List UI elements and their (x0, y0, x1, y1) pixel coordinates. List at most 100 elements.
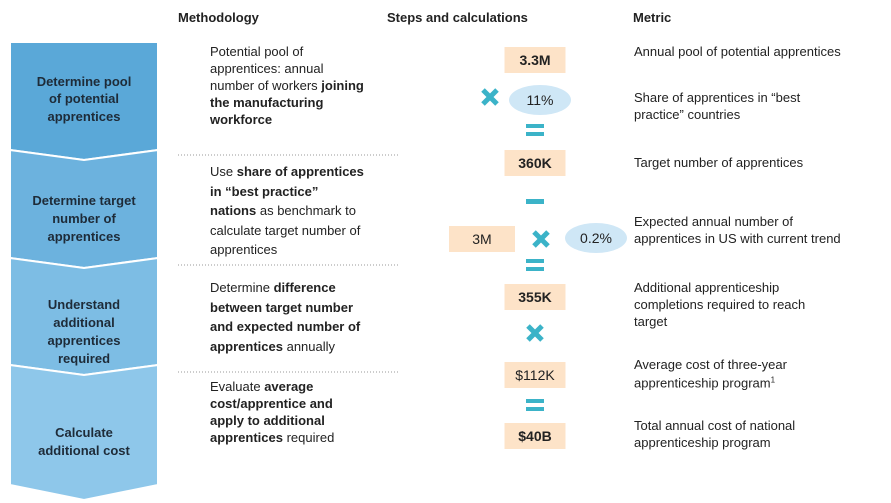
calc-value: 11% (526, 92, 554, 108)
times (526, 324, 544, 342)
step-label: additional (53, 315, 115, 330)
metric-text: apprenticeship program (634, 435, 771, 450)
methodology-text: nations (210, 203, 257, 218)
value-box (504, 150, 566, 176)
column-header: Metric (633, 10, 672, 25)
step-label: additional cost (38, 443, 130, 458)
methodology-text: Use (210, 164, 237, 179)
column-header: Steps and calculations (387, 10, 528, 25)
methodology-line: Evaluate average (210, 379, 313, 395)
metric-text: apprenticeship program1 (634, 375, 776, 391)
metric-text: target (634, 314, 668, 329)
equals (526, 259, 544, 271)
methodology-text: Potential pool of (210, 44, 304, 59)
value-box (504, 47, 566, 73)
methodology-line: in “best practice” (210, 184, 318, 200)
equals (526, 399, 544, 411)
methodology-text: as benchmark to (256, 203, 356, 218)
methodology-text: apprentices (210, 430, 283, 445)
step-label: Determine target (32, 193, 136, 208)
methodology-text: apprentices (210, 338, 283, 354)
value-box (504, 284, 566, 310)
step-label: apprentices (47, 229, 121, 244)
methodology-text: number of workers (210, 78, 322, 93)
methodology-line: the manufacturing (210, 95, 323, 111)
step-label: apprentices (47, 109, 121, 124)
methodology-line: apply to additional (210, 413, 325, 429)
methodology-line: workforce (210, 112, 272, 128)
step-label: required (57, 351, 111, 366)
calc-value: 0.2% (580, 230, 612, 246)
methodology-line: and expected number of (210, 319, 360, 335)
methodology-text: in “best practice” (210, 183, 319, 199)
methodology-line: apprentices: annual (210, 61, 323, 77)
chevron-arrow (9, 41, 159, 502)
methodology-text: joining (321, 78, 364, 93)
methodology-text: average (264, 379, 314, 394)
step-label: Understand (47, 297, 121, 312)
metric-text: apprentices in US with current trend (634, 231, 841, 246)
metric-text: Additional apprenticeship (634, 280, 780, 295)
value-box (504, 423, 566, 449)
methodology-line: between target number (210, 300, 353, 316)
methodology-text: Evaluate (210, 379, 265, 394)
methodology-text: cost/apprentice and (210, 396, 333, 411)
metric-text: Total annual cost of national (634, 418, 796, 433)
calc-value: $112K (515, 367, 555, 383)
times (481, 88, 499, 106)
step-label: Determine pool (36, 74, 132, 89)
column-header: Methodology (178, 10, 259, 25)
methodology-text: workforce (210, 112, 273, 127)
calc-value: 3.3M (519, 52, 551, 68)
times (532, 230, 550, 248)
calc-value: 360K (518, 155, 552, 171)
value-ellipse (565, 223, 627, 253)
methodology-text: apprentices (210, 242, 278, 257)
methodology-line: apprentices annually (210, 339, 335, 355)
step-label: apprentices (47, 333, 121, 348)
methodology-line: apprentices required (210, 430, 334, 446)
methodology-text: between target number (210, 299, 354, 315)
footnote-mark: 1 (770, 375, 776, 385)
methodology-line: Determine difference (210, 280, 336, 296)
row-divider (178, 154, 400, 373)
calc-value: 355K (518, 289, 552, 305)
metric-text: Share of apprentices in “best (634, 90, 801, 105)
methodology-text: and expected number of (210, 319, 361, 334)
equals (526, 124, 544, 136)
metric-text: Target number of apprentices (634, 155, 804, 170)
methodology-text: apply to additional (210, 413, 325, 428)
methodology-line: Potential pool of (210, 44, 303, 60)
step-label: number of (52, 211, 116, 226)
methodology-line: Use share of apprentices (210, 164, 364, 180)
methodology-text: calculate target number of (210, 222, 361, 238)
calc-value: 3M (472, 231, 492, 247)
methodology-text: apprentices: annual (210, 61, 324, 76)
methodology-line: number of workers joining (210, 78, 364, 94)
methodology-text: share of apprentices (236, 164, 364, 179)
operators (481, 88, 550, 411)
minus (526, 199, 544, 204)
value-ellipse (509, 85, 571, 115)
methodology-line: apprentices (210, 242, 277, 258)
methodology-text: Determine (210, 280, 274, 295)
methodology-text: the manufacturing (210, 95, 324, 110)
methodology-text: required (282, 430, 335, 445)
calc-value: $40B (518, 428, 552, 444)
step-label: Calculate (55, 425, 113, 440)
metric-text: Average cost of three-year (634, 357, 787, 372)
metric-text: Expected annual number of (634, 214, 793, 229)
metric-text: completions required to reach (634, 297, 806, 312)
value-box (449, 226, 515, 252)
step-label: of potential (48, 91, 120, 106)
methodology-line: nations as benchmark to (210, 203, 356, 219)
methodology-line: calculate target number of (210, 223, 360, 239)
value-box (504, 362, 566, 388)
methodology-line: cost/apprentice and (210, 396, 333, 412)
metric-text: Annual pool of potential apprentices (634, 44, 841, 59)
metric-text: practice” countries (634, 107, 741, 122)
methodology-text: difference (273, 280, 336, 295)
methodology-text: annually (282, 338, 336, 354)
